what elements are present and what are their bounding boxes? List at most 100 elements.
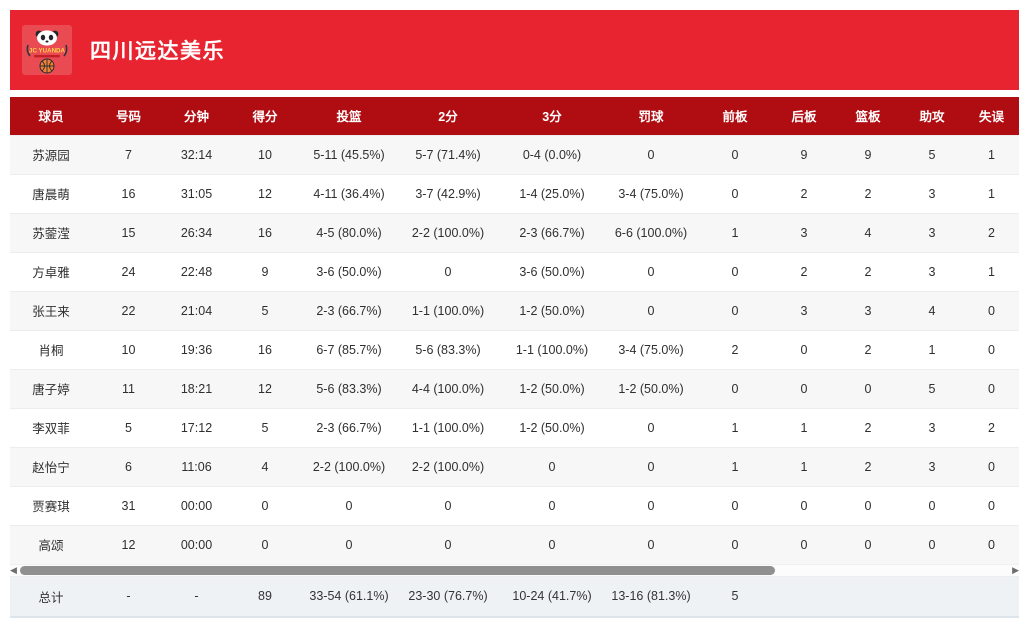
scroll-left-arrow-icon[interactable]: ◀ [10,565,17,575]
stat-cell-points: 16 [258,342,272,357]
stat-cell-fg: 0 [345,498,353,513]
stat-cell-fg: 5-11 (45.5%) [313,147,385,162]
table-header-row: 球员 号码 分钟 得分 投篮 2分 3分 罚球 前板 后板 篮板 助攻 失误 [10,97,1019,135]
total-stat-cell-ft: 13-16 (81.3%) [604,576,698,617]
stat-cell-3p: 0 [548,459,556,474]
player-name-cell: 贾赛琪 [32,500,70,514]
stat-cell-reb: 2 [864,264,872,279]
stat-cell-fg: 4-11 (36.4%) [313,186,385,201]
stat-cell-oreb: 1 [731,225,739,240]
stat-cell-3p: 1-4 (25.0%) [519,186,585,201]
stat-cell-reb: 2 [864,342,872,357]
stat-cell-reb: 3 [864,303,872,318]
total-stat-cell-fg: 33-54 (61.1%) [302,576,396,617]
stat-cell-fg: 2-3 (66.7%) [316,303,382,318]
stat-cell-points: 12 [258,186,272,201]
stat-cell-dreb: 0 [800,537,808,552]
stat-cell-number: 16 [121,186,136,201]
stat-cell-points: 5 [261,303,269,318]
stat-cell-points: 0 [261,498,269,513]
stat-cell-reb: 2 [864,459,872,474]
stat-cell-to: 1 [988,264,995,279]
player-name-cell: 李双菲 [32,422,70,436]
stat-cell-minutes: 11:06 [181,459,212,474]
stat-cell-dreb: 0 [800,498,808,513]
table-row: 张王来 22 21:04 5 2-3 (66.7%) 1-1 (100.0%) 1-2 (5… [10,291,1019,330]
column-header-minutes: 分钟 [165,97,228,135]
player-stats-table: 球员 号码 分钟 得分 投篮 2分 3分 罚球 前板 后板 篮板 助攻 失误 苏源园 7 32:14 10 5-… [10,97,1019,564]
stat-cell-points: 4 [261,459,269,474]
total-stat-cell-dreb [772,576,836,617]
stat-cell-to: 0 [988,498,995,513]
stat-cell-to: 2 [988,420,995,435]
stat-cell-oreb: 0 [731,147,739,162]
stat-cell-reb: 9 [864,147,872,162]
column-header-number: 号码 [92,97,165,135]
stat-cell-ft: 0 [647,303,655,318]
player-name-cell: 高颂 [38,539,64,554]
stat-cell-points: 10 [258,147,272,162]
column-header-to: 失误 [964,97,1019,135]
stat-cell-ast: 1 [928,342,936,357]
stat-cell-minutes: 17:12 [180,420,213,435]
stat-cell-to: 1 [988,147,995,162]
table-row: 唐晨萌 16 31:05 12 4-11 (36.4%) 3-7 (42.9%) 1-4 (… [10,174,1019,213]
table-row: 苏蓥滢 15 26:34 16 4-5 (80.0%) 2-2 (100.0%) 2-3 (… [10,213,1019,252]
stat-cell-to: 0 [988,303,995,318]
stat-cell-fg: 0 [345,537,353,552]
stat-cell-3p: 1-1 (100.0%) [515,342,589,357]
stat-cell-2p: 1-1 (100.0%) [411,303,485,318]
player-name-cell: 赵怡宁 [32,461,70,475]
stat-cell-reb: 0 [864,537,872,552]
stat-cell-points: 12 [258,381,272,396]
stat-cell-to: 0 [988,537,995,552]
stat-cell-ft: 0 [647,537,655,552]
stat-cell-minutes: 31:05 [180,186,213,201]
stat-cell-ast: 4 [928,303,936,318]
stat-cell-minutes: 32:14 [180,147,213,162]
stat-cell-fg: 6-7 (85.7%) [316,342,382,357]
logo-text: JC YUANDA [29,48,66,55]
table-row: 唐子婷 11 18:21 12 5-6 (83.3%) 4-4 (100.0%) 1-2 (… [10,369,1019,408]
stat-cell-dreb: 3 [800,225,808,240]
stat-cell-3p: 1-2 (50.0%) [519,420,585,435]
stat-cell-ast: 3 [928,459,936,474]
stat-cell-ft: 3-4 (75.0%) [618,342,684,357]
stat-cell-points: 0 [261,537,269,552]
stat-cell-reb: 4 [864,225,872,240]
total-stat-cell-2p: 23-30 (76.7%) [396,576,500,617]
stat-cell-minutes: 19:36 [180,342,213,357]
horizontal-scrollbar[interactable]: ◀ ▶ [10,564,1019,576]
stat-cell-3p: 1-2 (50.0%) [519,303,585,318]
stat-cell-number: 5 [125,420,132,435]
stat-cell-ft: 0 [647,498,655,513]
scrollbar-thumb[interactable] [20,566,775,575]
column-header-reb: 篮板 [836,97,900,135]
stat-cell-ft: 0 [647,420,655,435]
stat-cell-3p: 0-4 (0.0%) [522,147,582,162]
player-name-cell: 苏蓥滢 [32,227,70,241]
stat-cell-oreb: 2 [731,342,739,357]
stat-cell-points: 9 [261,264,269,279]
stat-cell-ast: 0 [928,498,936,513]
stat-cell-ft: 0 [647,459,655,474]
stat-cell-3p: 1-2 (50.0%) [519,381,585,396]
stat-cell-reb: 2 [864,420,872,435]
stat-cell-number: 10 [121,342,136,357]
stat-cell-2p: 2-2 (100.0%) [411,225,485,240]
stat-cell-fg: 5-6 (83.3%) [316,381,382,396]
column-header-2p: 2分 [396,97,500,135]
player-name-cell: 苏源园 [32,149,70,163]
stat-cell-points: 16 [258,225,272,240]
stat-cell-2p: 3-7 (42.9%) [415,186,481,201]
column-header-points: 得分 [228,97,302,135]
stat-cell-oreb: 0 [731,264,739,279]
player-name-cell: 唐晨萌 [32,188,70,202]
stat-cell-2p: 1-1 (100.0%) [411,420,485,435]
scroll-right-arrow-icon[interactable]: ▶ [1012,565,1019,575]
box-score-table: 球员 号码 分钟 得分 投篮 2分 3分 罚球 前板 后板 篮板 助攻 失误 苏源园 7 32:14 10 5-… [10,97,1019,618]
table-row: 李双菲 5 17:12 5 2-3 (66.7%) 1-1 (100.0%) 1-2 (50… [10,408,1019,447]
total-stat-cell-reb [836,576,900,617]
stat-cell-3p: 0 [548,537,556,552]
stat-cell-number: 22 [121,303,136,318]
